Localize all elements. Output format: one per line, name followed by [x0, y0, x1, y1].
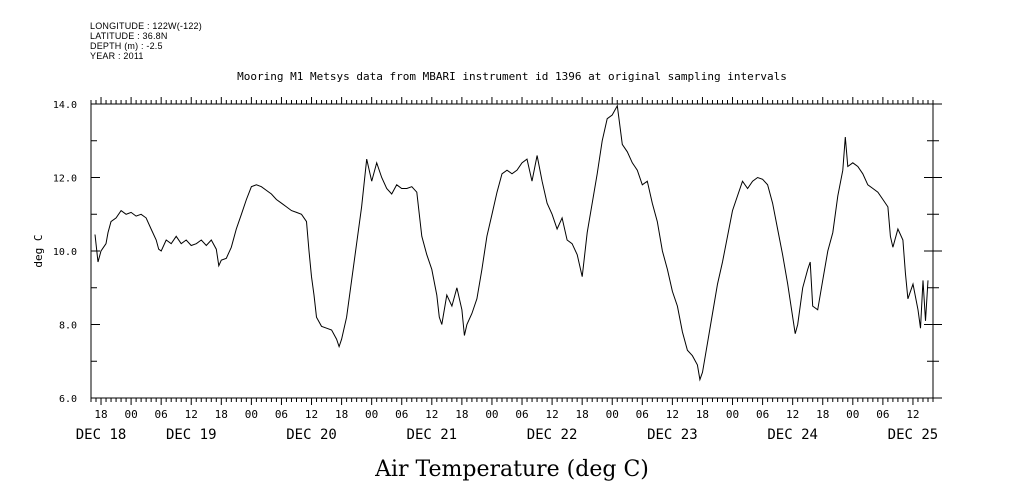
day-label: DEC 21 — [407, 427, 458, 443]
day-label: DEC 24 — [767, 427, 818, 443]
x-tick-label: 06 — [275, 408, 288, 421]
x-tick-label: 18 — [816, 408, 829, 421]
tick-marks — [90, 97, 942, 405]
x-tick-label: 12 — [305, 408, 318, 421]
x-tick-label: 12 — [666, 408, 679, 421]
day-label: DEC 20 — [286, 427, 337, 443]
longitude-label: LONGITUDE : 122W(-122) — [90, 21, 202, 31]
chart-title: Mooring M1 Metsys data from MBARI instru… — [237, 70, 787, 83]
day-label: DEC 19 — [166, 427, 217, 443]
x-tick-label: 12 — [425, 408, 438, 421]
x-tick-label: 00 — [606, 408, 619, 421]
x-tick-label: 00 — [846, 408, 859, 421]
x-tick-label: 18 — [576, 408, 589, 421]
y-tick-label: 10.0 — [53, 247, 77, 258]
year-label: YEAR : 2011 — [90, 51, 144, 61]
x-tick-label: 00 — [365, 408, 378, 421]
y-axis-label: deg C — [32, 234, 45, 267]
x-tick-label: 00 — [485, 408, 498, 421]
x-tick-label: 12 — [906, 408, 919, 421]
x-tick-label: 18 — [215, 408, 228, 421]
x-tick-label: 00 — [124, 408, 137, 421]
x-tick-label: 06 — [876, 408, 889, 421]
y-tick-label: 14.0 — [53, 100, 77, 111]
y-tick-label: 6.0 — [59, 394, 77, 405]
x-tick-label: 18 — [696, 408, 709, 421]
x-tick-label: 00 — [245, 408, 258, 421]
x-tick-label: 18 — [455, 408, 468, 421]
x-tick-label: 12 — [786, 408, 799, 421]
y-tick-labels: 6.0 8.0 10.0 12.0 14.0 — [53, 100, 77, 405]
metadata-block: LONGITUDE : 122W(-122) LATITUDE : 36.8N … — [90, 21, 202, 61]
x-tick-label: 18 — [94, 408, 107, 421]
x-tick-label: 12 — [545, 408, 558, 421]
x-tick-label: 06 — [395, 408, 408, 421]
x-tick-label: 06 — [515, 408, 528, 421]
series-line — [94, 104, 929, 382]
x-axis-label: Air Temperature (deg C) — [374, 457, 649, 482]
x-tick-label: 12 — [185, 408, 198, 421]
plot-frame — [90, 103, 934, 399]
latitude-label: LATITUDE : 36.8N — [90, 31, 168, 41]
depth-label: DEPTH (m) : -2.5 — [90, 41, 163, 51]
day-label: DEC 22 — [527, 427, 578, 443]
x-tick-label: 06 — [756, 408, 769, 421]
x-tick-label: 06 — [155, 408, 168, 421]
day-labels: DEC 18 DEC 19 DEC 20 DEC 21 DEC 22 DEC 23 DEC … — [76, 427, 939, 443]
y-tick-label: 8.0 — [59, 321, 77, 332]
x-tick-label: 00 — [726, 408, 739, 421]
day-label: DEC 18 — [76, 427, 127, 443]
x-tick-label: 06 — [636, 408, 649, 421]
y-tick-label: 12.0 — [53, 174, 77, 185]
day-label: DEC 23 — [647, 427, 698, 443]
x-tick-label: 18 — [335, 408, 348, 421]
x-tick-labels: 18 00 06 12 18 00 06 12 18 00 06 12 18 00 06 12 18 00 06 12… — [94, 408, 919, 421]
day-label: DEC 25 — [888, 427, 939, 443]
